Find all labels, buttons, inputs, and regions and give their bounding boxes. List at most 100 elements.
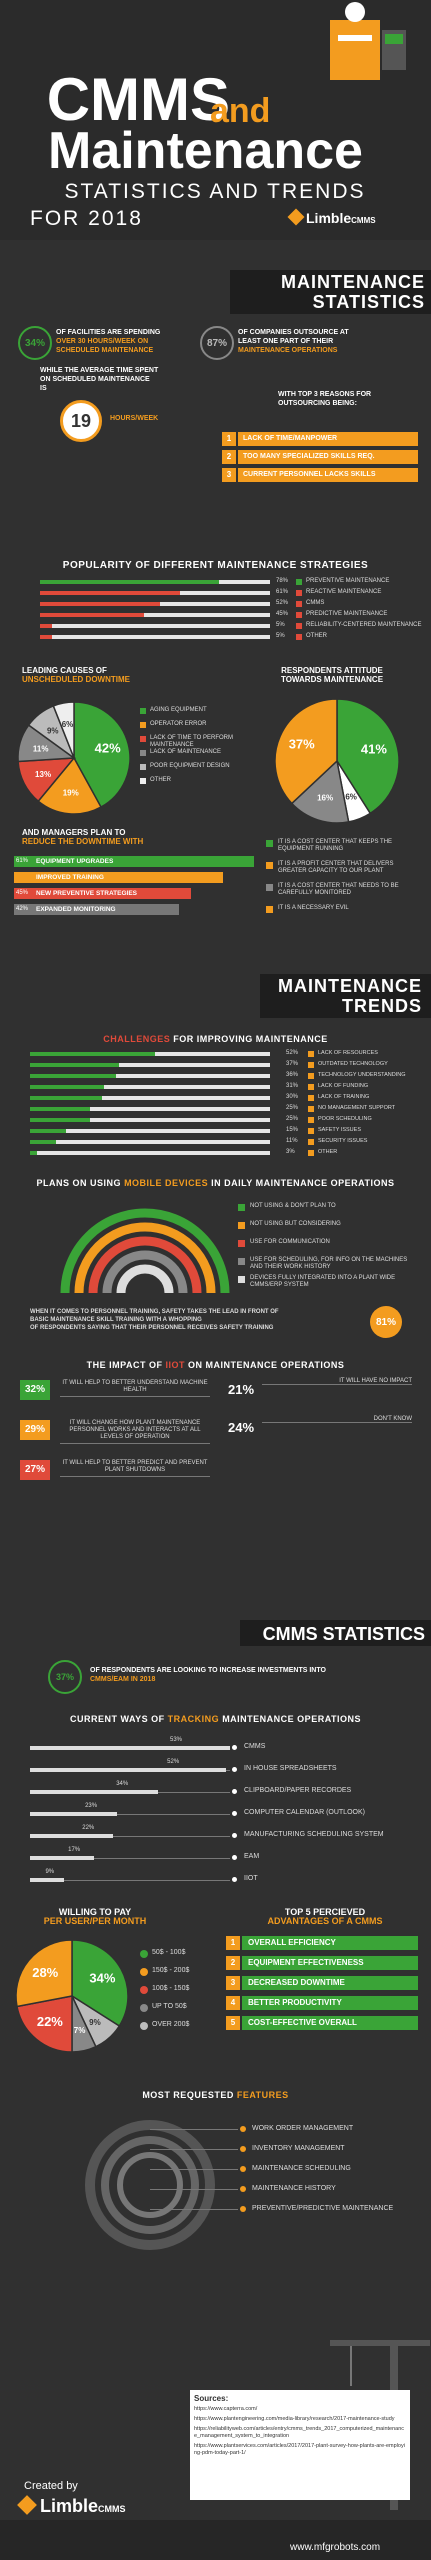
tracking-label: CMMS: [244, 1743, 266, 1750]
feature-line: [150, 2149, 238, 2150]
feature-label: MAINTENANCE HISTORY: [252, 2185, 336, 2192]
training-line-c: OF RESPONDENTS SAYING THAT THEIR PERSONN…: [30, 1325, 274, 1331]
reason-number: 1: [222, 432, 236, 446]
footer-brand-text: Limble: [40, 2496, 99, 2516]
training-circle: 81%: [370, 1306, 402, 1338]
challenge-dot: [308, 1062, 314, 1068]
pie-slice-label: 22%: [37, 2014, 63, 2029]
challenge-bar-track: [30, 1140, 270, 1144]
iiot-right-pct: 24%: [228, 1420, 255, 1435]
challenge-dot: [308, 1139, 314, 1145]
strategy-bar-track: [40, 635, 270, 639]
pay-legend-label: UP TO 50$: [152, 2003, 187, 2010]
tracking-bar-track: [30, 1814, 230, 1815]
tracking-pct: 17%: [68, 1847, 81, 1853]
plan-pct: 45%: [16, 890, 29, 896]
pay-title: WILLING TO PAY PER USER/PER MONTH: [20, 1908, 170, 1926]
challenge-bar-fill: [30, 1118, 90, 1122]
pay-title-b: PER USER/PER MONTH: [43, 1916, 147, 1926]
iiot-title-a: THE IMPACT OF: [86, 1360, 163, 1370]
stats-heading-band: [230, 270, 431, 314]
challenge-bar-fill: [30, 1074, 117, 1078]
challenge-label: OUTDATED TECHNOLOGY: [318, 1061, 388, 1067]
pay-pie: 34% 9%7% 22% 28%: [15, 1939, 129, 2053]
feature-line: [150, 2209, 238, 2210]
feature-dot: [240, 2126, 246, 2132]
challenge-pct: 30%: [286, 1094, 299, 1100]
challenge-bar-track: [30, 1107, 270, 1111]
feature-label: WORK ORDER MANAGEMENT: [252, 2125, 354, 2132]
attitude-legend-label: IT IS A NECESSARY EVIL: [278, 905, 349, 911]
downtime-legend-label: LACK OF MAINTENANCE: [150, 749, 222, 755]
strategy-bar-track: [40, 613, 270, 617]
challenge-bar-fill: [30, 1140, 57, 1144]
pie-slice: [52, 701, 75, 759]
plan-bar: [14, 872, 223, 883]
stat1-text: OF FACILITIES ARE SPENDING OVER 30 HOURS…: [56, 328, 196, 355]
subtitle1: STATISTICS AND TRENDS: [64, 180, 366, 203]
invest-circle: 37%: [48, 1660, 82, 1694]
tracking-label: COMPUTER CALENDAR (OUTLOOK): [244, 1809, 365, 1816]
tracking-title-b: TRACKING: [167, 1714, 220, 1724]
downtime-legend-label: OPERATOR ERROR: [150, 721, 207, 727]
downtime-legend-dot: [140, 764, 146, 770]
tracking-bar-fill: [30, 1790, 159, 1794]
attitude-legend-dot: [266, 862, 273, 869]
feature-line: [150, 2169, 238, 2170]
challenge-bar-fill: [30, 1096, 102, 1100]
plan-title-b: REDUCE THE DOWNTIME WITH: [22, 837, 144, 846]
downtime-legend-dot: [140, 736, 146, 742]
features-title: MOST REQUESTED FEATURES: [0, 2090, 431, 2100]
feature-line: [150, 2189, 238, 2190]
advantage-number: 4: [226, 1996, 240, 2010]
reasons-intro: WITH TOP 3 REASONS FOR OUTSOURCING BEING…: [278, 390, 428, 408]
title-and: and: [210, 92, 271, 130]
tracking-bar-track: [30, 1836, 230, 1837]
iiot-title-b: IIOT: [165, 1360, 185, 1370]
pie-slice-label: 34%: [89, 1970, 115, 1985]
avg-value: 19: [70, 410, 92, 431]
advantage-number: 3: [226, 1976, 240, 1990]
sources-list: https://www.capterra.com/https://www.pla…: [194, 2406, 406, 2457]
pie-slice: [73, 701, 131, 809]
tracking-pct: 34%: [116, 1781, 129, 1787]
plan-title-a: AND MANAGERS PLAN TO: [22, 828, 126, 837]
stat1-circle: 34%: [18, 326, 52, 360]
footer: Sources: https://www.capterra.com/https:…: [0, 2330, 431, 2560]
strategy-dot: [296, 612, 302, 618]
challenge-pct: 37%: [286, 1061, 299, 1067]
challenge-bar-fill: [30, 1107, 90, 1111]
trends-section: MAINTENANCE TRENDS CHALLENGES FOR IMPROV…: [0, 960, 431, 1600]
invest-line-b: CMMS/EAM IN 2018: [90, 1676, 156, 1683]
challenge-bar-track: [30, 1063, 270, 1067]
pie-slice: [290, 759, 350, 824]
strategy-dot: [296, 579, 302, 585]
challenge-dot: [308, 1084, 314, 1090]
mobile-arc: [102, 1250, 188, 1294]
challenge-dot: [308, 1150, 314, 1156]
feature-dot: [240, 2206, 246, 2212]
reason-label: CURRENT PERSONNEL LACKS SKILLS: [238, 468, 418, 482]
challenge-bar-track: [30, 1085, 270, 1089]
stat1-line-b: OVER 30 HOURS/WEEK ON: [56, 338, 149, 345]
stat2-circle: 87%: [200, 326, 234, 360]
pay-legend-label: 50$ - 100$: [152, 1949, 186, 1956]
brand-suffix: CMMS: [351, 216, 376, 225]
strategies-title: POPULARITY OF DIFFERENT MAINTENANCE STRA…: [62, 560, 369, 571]
challenge-pct: 36%: [286, 1072, 299, 1078]
adv-title: TOP 5 PERCIEVED ADVANTAGES OF A CMMS: [230, 1908, 420, 1926]
stat1-line-a: OF FACILITIES ARE SPENDING: [56, 329, 161, 336]
strategy-bar-fill: [40, 591, 181, 595]
downtime-legend-label: LACK OF TIME TO PERFORM MAINTENANCE: [150, 735, 234, 748]
pie-slice: [16, 1995, 73, 2053]
maintenance-stats-section: MAINTENANCE STATISTICS 34% OF FACILITIES…: [0, 240, 431, 530]
plan-bar: [14, 856, 254, 867]
source-link: https://www.capterra.com/: [194, 2406, 258, 2412]
footer-brand: LimbleCMMS: [17, 2495, 126, 2517]
stat1-line-c: SCHEDULED MAINTENANCE: [56, 347, 154, 354]
strategy-label: PREVENTIVE MAINTENANCE: [306, 578, 390, 584]
created-by: Created by: [24, 2480, 78, 2492]
plan-label: IMPROVED TRAINING: [36, 874, 104, 881]
strategy-pct: 45%: [276, 611, 289, 617]
challenge-dot: [308, 1106, 314, 1112]
